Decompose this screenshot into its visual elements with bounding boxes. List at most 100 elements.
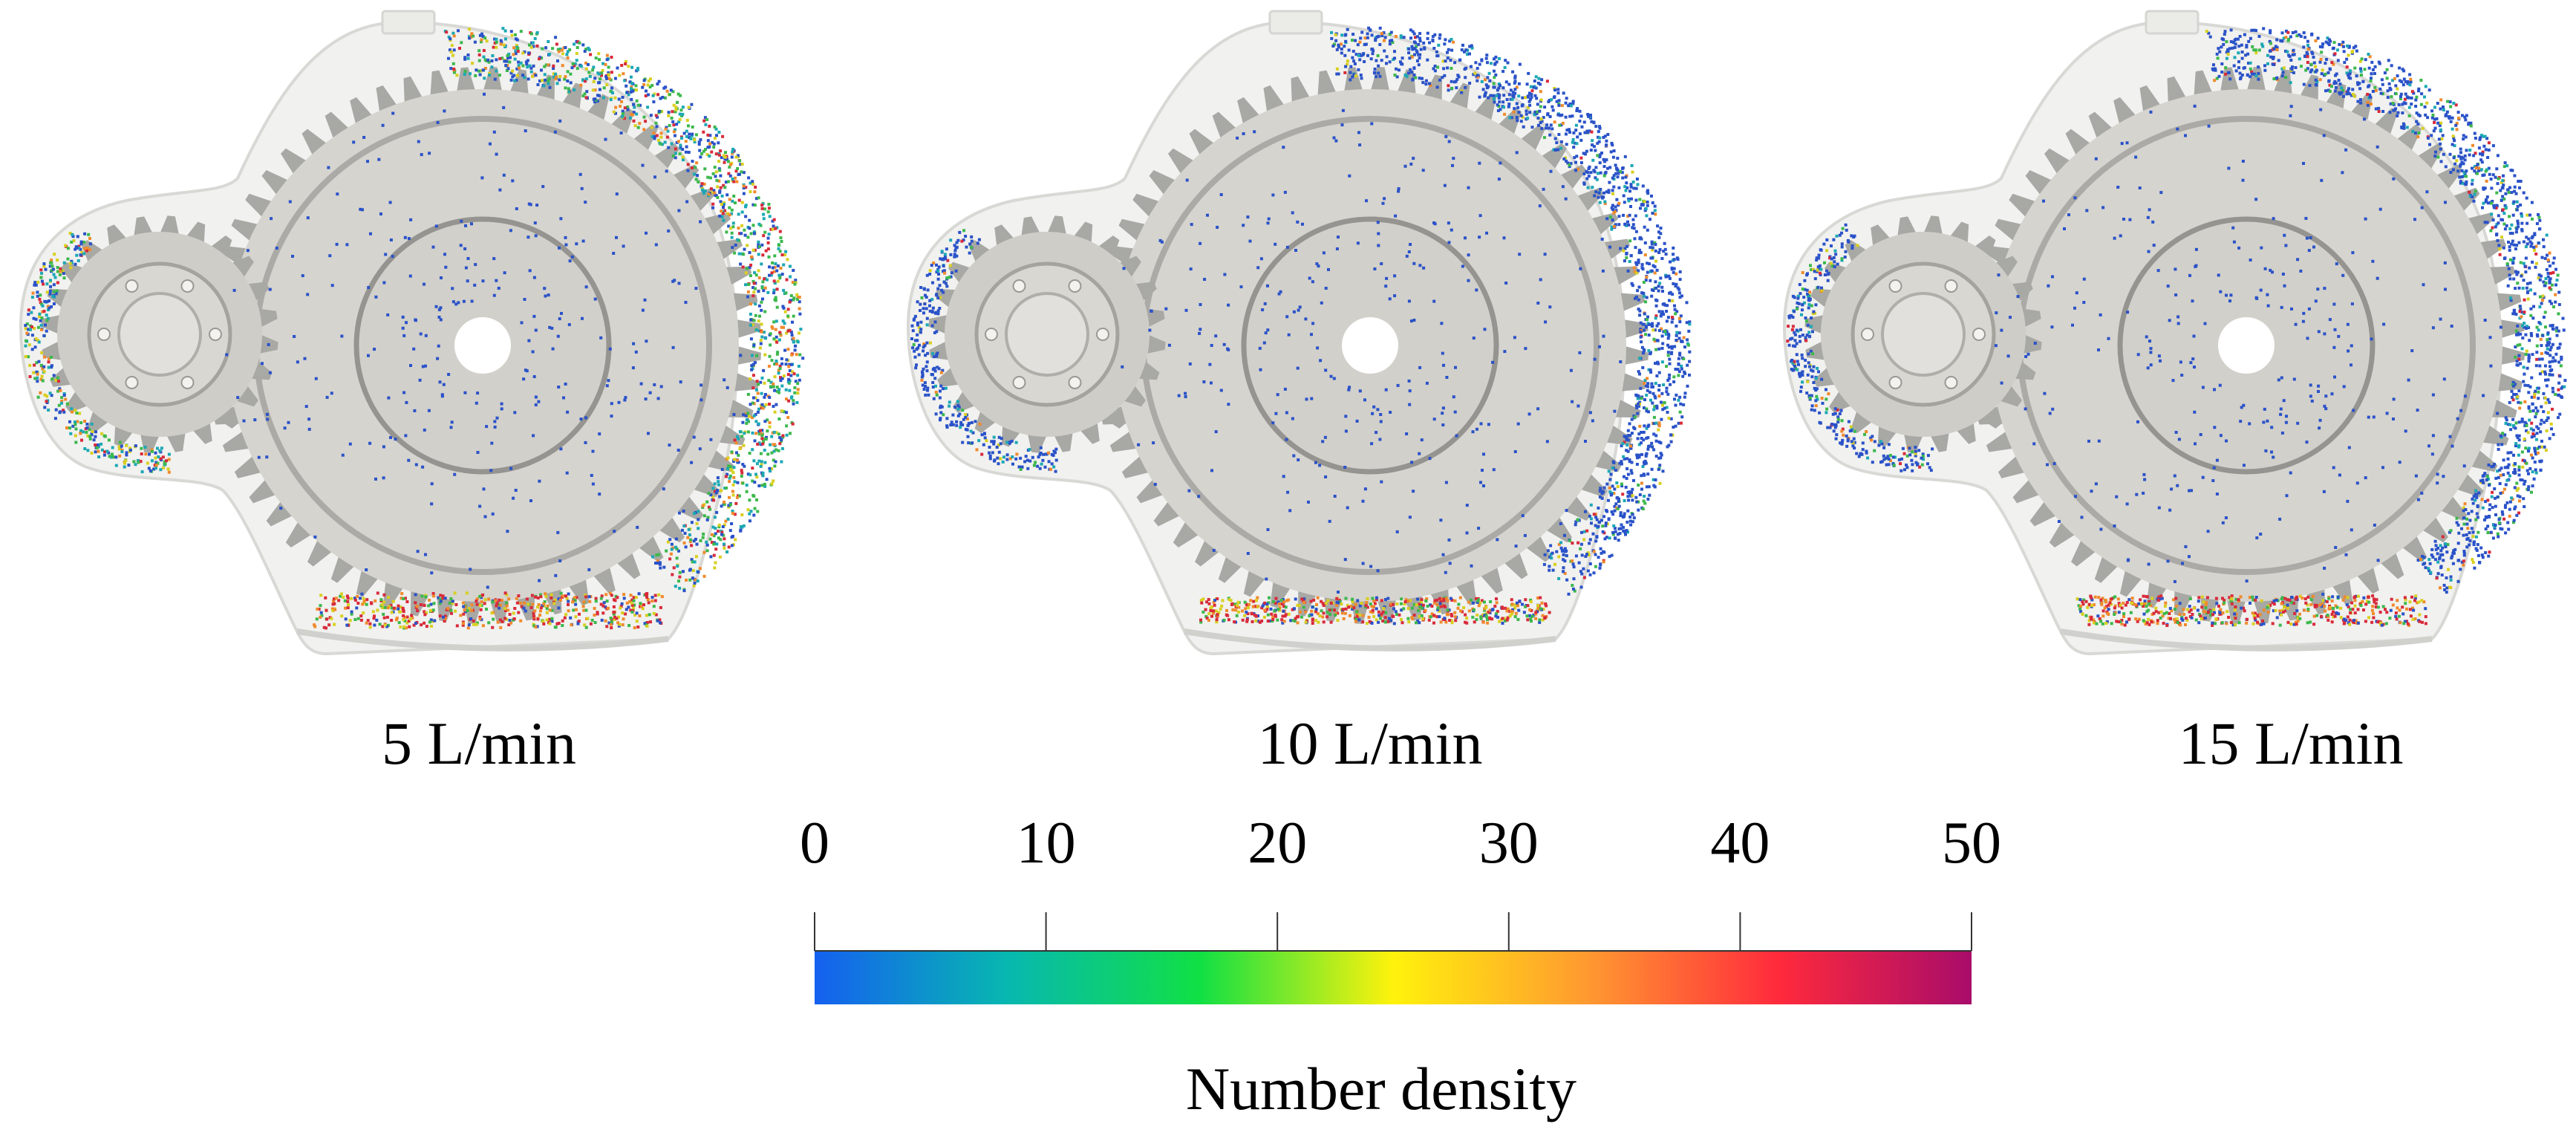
particle xyxy=(1476,74,1479,77)
particle xyxy=(1457,602,1461,606)
particle xyxy=(1580,530,1583,534)
particle xyxy=(1442,363,1445,367)
particle xyxy=(1576,404,1580,408)
particle xyxy=(509,56,512,59)
particle xyxy=(480,32,483,36)
particle xyxy=(740,232,743,235)
particle xyxy=(690,134,694,137)
particle xyxy=(1426,31,1429,35)
particle xyxy=(48,299,51,302)
particle xyxy=(1400,608,1403,612)
particle xyxy=(451,31,455,35)
particle xyxy=(417,140,420,143)
particle xyxy=(675,556,679,560)
particle xyxy=(632,111,636,114)
particle xyxy=(33,281,37,285)
particle xyxy=(1372,71,1376,74)
particle xyxy=(1653,209,1657,212)
particle xyxy=(751,286,755,290)
particle xyxy=(506,53,509,57)
particle xyxy=(531,602,535,606)
particle xyxy=(1659,232,1663,235)
particle xyxy=(463,69,467,73)
particle xyxy=(246,249,250,253)
particle xyxy=(645,339,648,343)
particle xyxy=(460,41,463,45)
particle xyxy=(532,375,536,378)
particle xyxy=(703,189,707,193)
particle xyxy=(68,261,72,265)
large-gear-bore xyxy=(1342,317,1398,374)
particle xyxy=(727,172,731,175)
particle xyxy=(1548,115,1552,118)
particle xyxy=(764,403,768,406)
particle xyxy=(639,103,642,107)
particle xyxy=(1666,392,1670,396)
particle xyxy=(343,599,347,602)
particle xyxy=(1582,172,1586,175)
particle xyxy=(1487,71,1491,75)
particle xyxy=(337,599,341,602)
particle xyxy=(515,67,519,71)
particle xyxy=(1600,496,1604,500)
particle xyxy=(1263,302,1267,305)
particle xyxy=(697,527,700,530)
particle xyxy=(1520,104,1524,108)
particle xyxy=(704,123,708,126)
particle xyxy=(533,37,537,40)
particle xyxy=(1465,531,1469,535)
particle xyxy=(414,593,417,597)
particle xyxy=(1354,620,1357,623)
particle xyxy=(1382,31,1386,34)
particle xyxy=(458,47,461,50)
particle xyxy=(340,614,344,618)
particle xyxy=(779,379,783,383)
particle xyxy=(1626,449,1630,453)
particle xyxy=(1363,398,1366,402)
particle xyxy=(1444,134,1448,138)
particle xyxy=(672,130,676,134)
particle xyxy=(1336,611,1340,615)
particle xyxy=(498,618,502,622)
particle xyxy=(940,288,944,292)
particle xyxy=(477,49,481,53)
particle xyxy=(1158,238,1162,242)
particle xyxy=(1664,273,1668,277)
particle xyxy=(434,305,438,308)
particle xyxy=(575,59,578,62)
particle xyxy=(1619,511,1623,515)
particle xyxy=(1493,76,1496,79)
particle xyxy=(1324,475,1328,478)
particle xyxy=(717,131,721,134)
particle xyxy=(943,253,947,256)
particle xyxy=(1429,615,1432,619)
particle xyxy=(1225,608,1228,612)
particle xyxy=(94,430,97,434)
particle xyxy=(1600,551,1603,555)
particle xyxy=(483,92,486,96)
particle xyxy=(725,386,729,389)
particle xyxy=(1673,397,1676,401)
particle xyxy=(275,247,278,250)
particle xyxy=(42,262,46,266)
particle xyxy=(1442,597,1446,601)
particle xyxy=(931,281,934,285)
particle xyxy=(1389,30,1393,34)
particle xyxy=(74,441,78,444)
particle xyxy=(714,152,718,156)
particle xyxy=(770,325,774,328)
particle xyxy=(1579,570,1582,574)
particle xyxy=(1226,614,1230,617)
particle xyxy=(1455,77,1459,81)
particle xyxy=(1513,81,1516,85)
particle xyxy=(960,239,964,243)
particle xyxy=(1302,597,1306,601)
particle xyxy=(1341,608,1345,611)
particle xyxy=(1522,611,1526,614)
particle xyxy=(1640,481,1643,485)
particle xyxy=(1464,85,1467,89)
particle xyxy=(694,537,697,541)
particle xyxy=(691,576,694,580)
particle xyxy=(1536,103,1539,106)
particle xyxy=(1283,387,1287,391)
